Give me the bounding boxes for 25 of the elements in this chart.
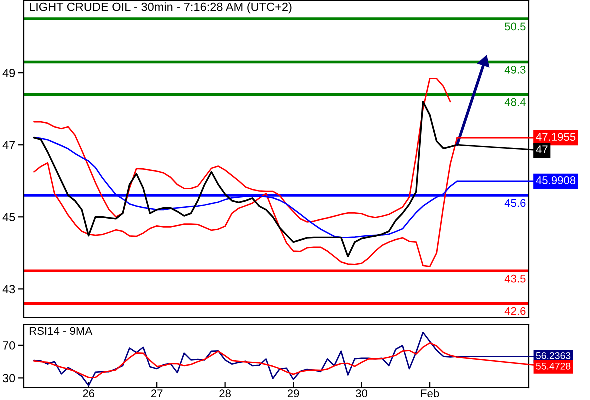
data-label: 47.1955 [536,133,576,142]
y-tick-label: 30 [2,374,16,383]
data-label: 47 [536,146,548,154]
data-label: 55.4728 [536,362,571,370]
x-tick-label: 30 [356,390,368,398]
x-tick-label: 28 [220,390,232,398]
y-tick-label: 47 [2,141,16,150]
y-tick-label: 43 [2,285,16,294]
ref-line-label: 43.5 [504,274,526,283]
x-tick-label: 27 [151,390,163,398]
ref-line-label: 49.3 [504,66,526,74]
ref-line-label: 48.4 [504,98,526,106]
y-tick-label: 70 [3,341,16,350]
chart-title: LIGHT CRUDE OIL - 30min - 7:16:28 AM (UTC+2) [30,2,292,14]
y-tick-label: 45 [2,213,16,222]
x-tick-label: 29 [288,390,300,398]
data-label: 45.9908 [536,176,576,184]
x-tick-label: 26 [83,390,95,398]
data-label: 56.2363 [536,352,571,360]
chart-title: RSI14 - 9MA [30,327,93,336]
ref-line-label: 42.6 [504,307,526,316]
ref-line-label: 50.5 [505,22,526,31]
ref-line-label: 45.6 [504,199,526,208]
x-tick-label: Feb [421,389,440,398]
y-tick-label: 49 [2,69,16,78]
